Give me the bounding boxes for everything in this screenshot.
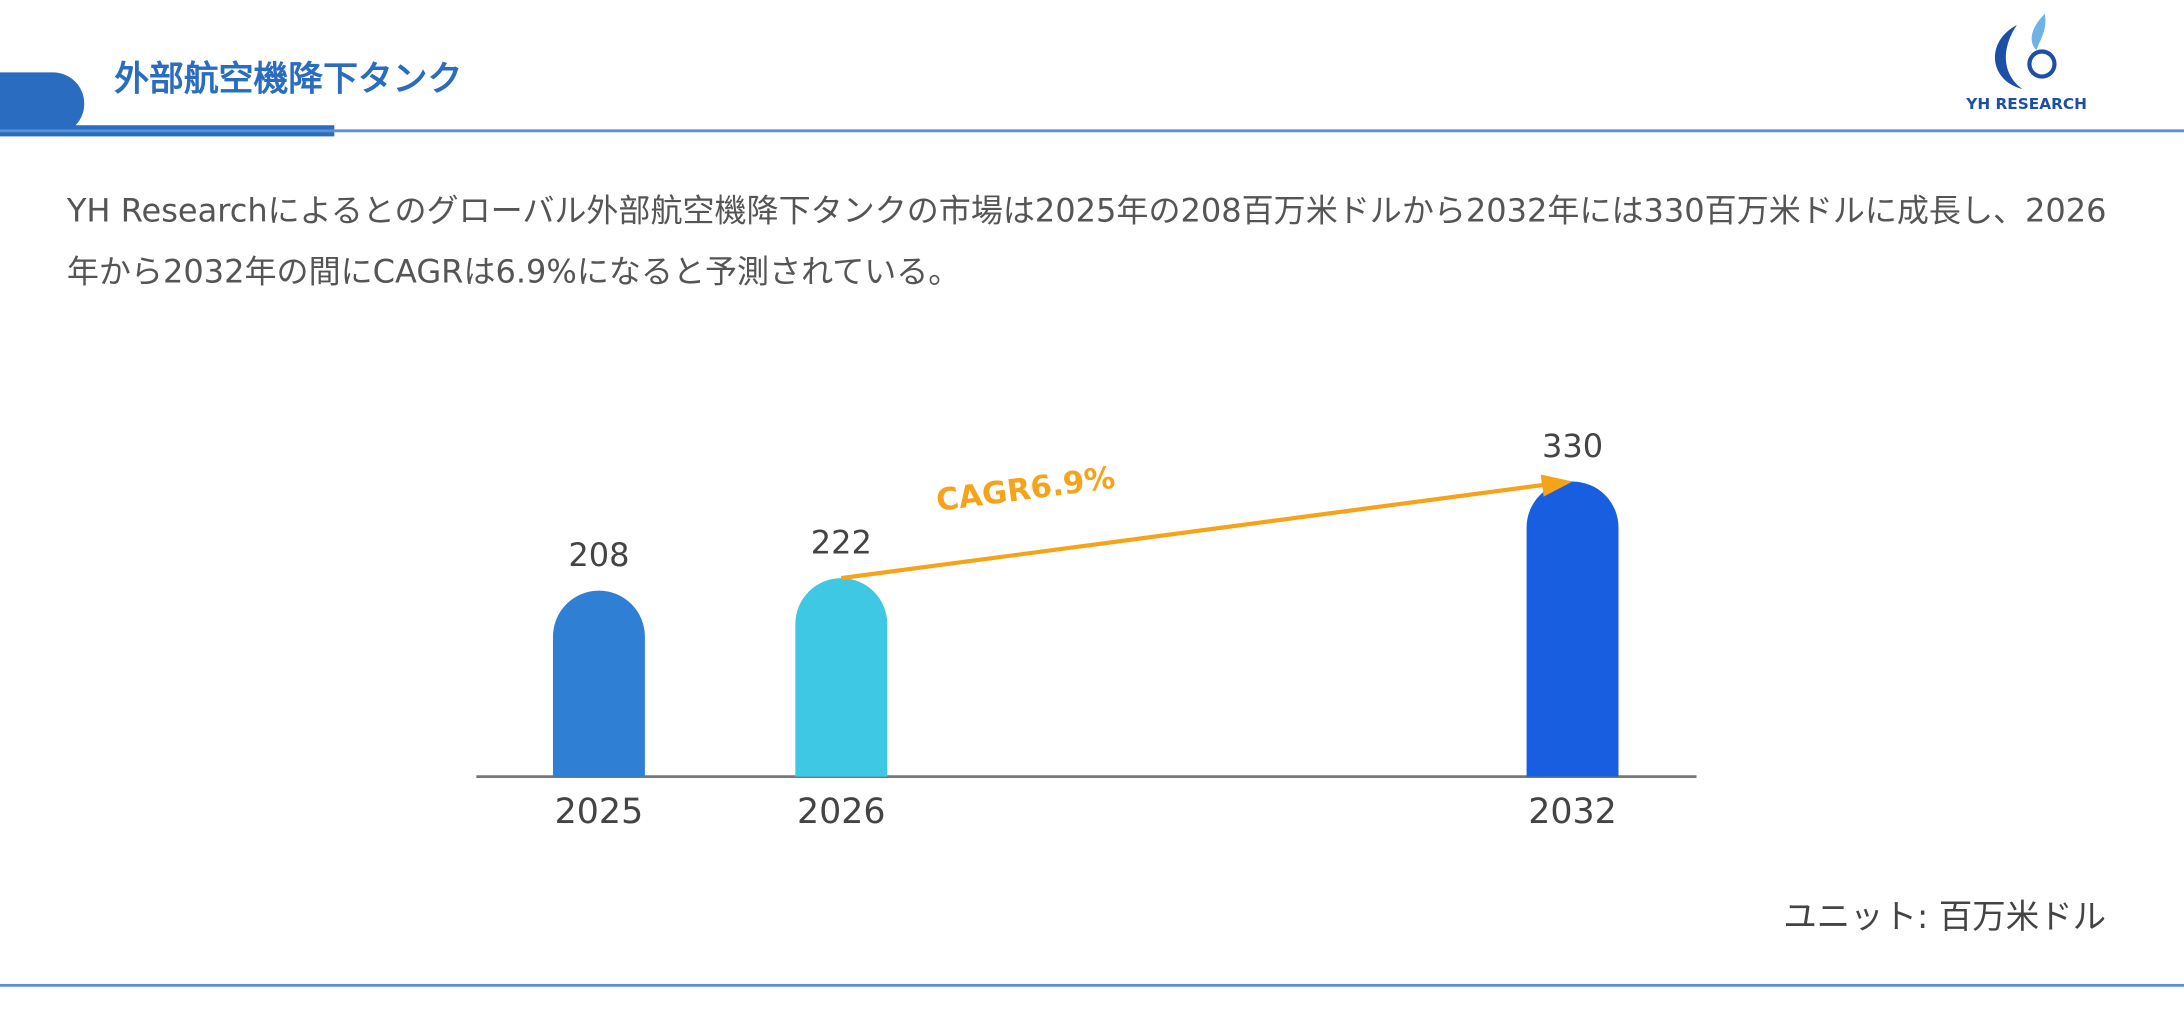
bar <box>1526 481 1619 777</box>
value-label: 330 <box>1542 427 1603 465</box>
x-tick-label: 2025 <box>555 792 644 832</box>
x-tick-label: 2032 <box>1528 792 1617 832</box>
bar <box>795 578 888 777</box>
value-label: 222 <box>811 524 872 562</box>
header-tab <box>0 72 85 136</box>
logo: YH RESEARCH <box>1965 13 2087 113</box>
bar <box>552 590 645 777</box>
logo-text: YH RESEARCH <box>1965 95 2087 113</box>
value-label: 208 <box>568 536 629 574</box>
unit-label: ユニット: 百万米ドル <box>1783 897 2106 936</box>
cagr-label: CAGR6.9% <box>934 461 1117 519</box>
header-title: 外部航空機降下タンク <box>114 59 462 100</box>
x-tick-label: 2026 <box>797 792 886 832</box>
description-box: YH Researchによるとのグローバル外部航空機降下タンクの市場は2025年… <box>66 193 2107 291</box>
cagr-arrow <box>841 480 1559 581</box>
cagr-arrowhead <box>1540 474 1573 497</box>
description: YH Researchによるとのグローバル外部航空機降下タンクの市場は2025年… <box>66 193 2107 291</box>
